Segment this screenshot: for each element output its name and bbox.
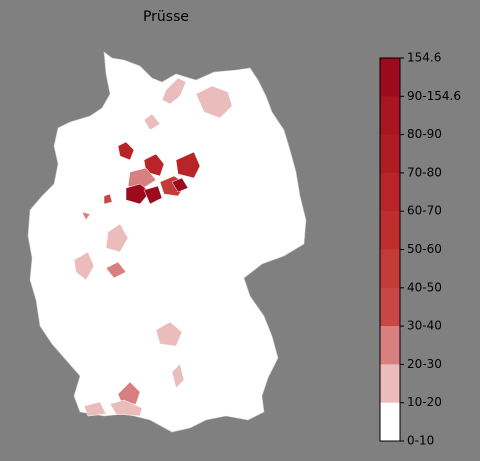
colorbar-label: 70-80 (407, 165, 442, 179)
district (105, 223, 129, 253)
colorbar-label: 154.6 (407, 51, 441, 65)
district (195, 85, 233, 119)
colorbar-segment (380, 364, 400, 403)
district (161, 77, 187, 105)
colorbar-label: 10-20 (407, 395, 442, 409)
colorbar-label: 90-154.6 (407, 89, 461, 103)
colorbar-label: 0-10 (407, 434, 434, 448)
country-outline (27, 51, 307, 433)
colorbar-segment (380, 287, 400, 327)
colorbar-segment (380, 58, 400, 97)
district (143, 113, 161, 131)
colorbar-segment (380, 326, 400, 365)
germany-map (27, 51, 307, 433)
colorbar-label: 60-70 (407, 204, 442, 218)
district (109, 399, 143, 417)
district (83, 401, 107, 417)
colorbar-label: 40-50 (407, 280, 442, 294)
district (103, 193, 113, 205)
colorbar-label: 50-60 (407, 242, 442, 256)
district (175, 151, 201, 179)
colorbar-label: 20-30 (407, 357, 442, 371)
map-title: Prüsse (143, 9, 189, 25)
district (125, 183, 151, 205)
colorbar-segment (380, 211, 400, 250)
colorbar-segment (380, 96, 400, 135)
colorbar-segment (380, 249, 400, 289)
colorbar-label: 80-90 (407, 127, 442, 141)
districts (73, 77, 233, 417)
district (117, 141, 135, 161)
district (171, 177, 189, 193)
district (171, 363, 185, 389)
district (127, 167, 157, 191)
colorbar-segment (380, 134, 400, 174)
district (81, 211, 91, 221)
colorbar-label: 30-40 (407, 319, 442, 333)
district (143, 185, 163, 205)
district (155, 321, 183, 347)
colorbar-segment (380, 172, 400, 212)
colorbar-segment (380, 402, 400, 442)
district (73, 251, 95, 281)
district (105, 261, 127, 279)
